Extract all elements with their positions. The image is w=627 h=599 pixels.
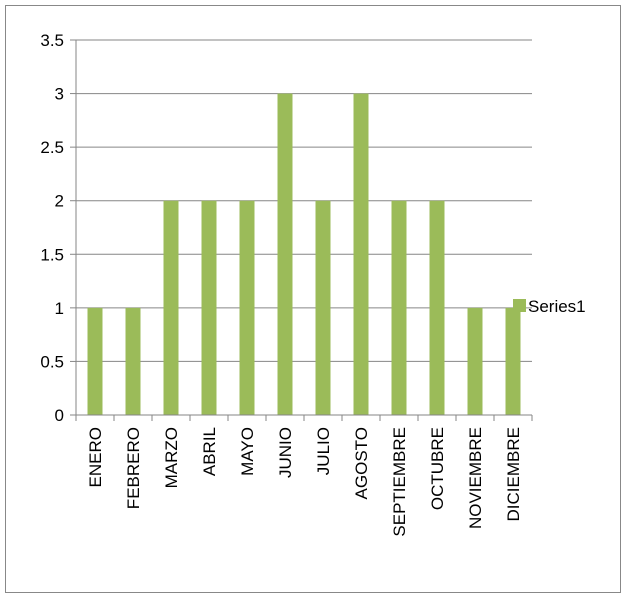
bar-diciembre	[505, 307, 521, 415]
y-tick-label-3.5: 3.5	[40, 31, 64, 50]
x-tick-label-agosto: AGOSTO	[352, 427, 371, 499]
bar-marzo	[163, 200, 179, 415]
y-tick-label-1: 1	[55, 299, 64, 318]
x-tick-label-enero: ENERO	[86, 427, 105, 487]
x-tick-label-octubre: OCTUBRE	[428, 427, 447, 510]
bars	[87, 93, 521, 416]
gridlines	[76, 39, 532, 362]
y-tick-label-0: 0	[55, 406, 64, 425]
x-tick-label-septiembre: SEPTIEMBRE	[390, 427, 409, 537]
x-tick-label-diciembre: DICIEMBRE	[504, 427, 523, 521]
x-tick-label-mayo: MAYO	[238, 427, 257, 476]
x-tick-label-junio: JUNIO	[276, 427, 295, 478]
bar-abril	[201, 200, 217, 415]
legend: Series1	[513, 297, 586, 316]
y-tick-label-2: 2	[55, 192, 64, 211]
x-tick-label-abril: ABRIL	[200, 427, 219, 476]
bar-junio	[277, 93, 293, 416]
x-tick-labels: ENERO FEBRERO MARZO ABRIL MAYO JUNIO JULIO AGOS…	[86, 427, 523, 537]
y-tick-label-1.5: 1.5	[40, 245, 64, 264]
y-tick-label-0.5: 0.5	[40, 352, 64, 371]
bar-enero	[87, 307, 103, 415]
axes	[70, 39, 533, 421]
y-tick-label-2.5: 2.5	[40, 138, 64, 157]
bar-septiembre	[391, 200, 407, 415]
x-tick-label-noviembre: NOVIEMBRE	[466, 427, 485, 529]
bar-octubre	[429, 200, 445, 415]
bar-febrero	[125, 307, 141, 415]
bar-julio	[315, 200, 331, 415]
y-tick-label-3: 3	[55, 85, 64, 104]
chart-area: 0 0.5 1 1.5 2 2.5 3 3.5 ENERO FEBRERO MARZO ABRIL M…	[5, 5, 621, 593]
legend-label-series1: Series1	[528, 297, 586, 316]
x-tick-label-julio: JULIO	[314, 427, 333, 475]
bar-agosto	[353, 93, 369, 416]
x-tick-label-marzo: MARZO	[162, 427, 181, 488]
legend-swatch	[513, 299, 526, 312]
bar-chart: 0 0.5 1 1.5 2 2.5 3 3.5 ENERO FEBRERO MARZO ABRIL M…	[40, 31, 586, 537]
x-tick-label-febrero: FEBRERO	[124, 427, 143, 509]
bar-noviembre	[467, 307, 483, 415]
y-tick-labels: 0 0.5 1 1.5 2 2.5 3 3.5	[40, 31, 64, 425]
bar-mayo	[239, 200, 255, 415]
